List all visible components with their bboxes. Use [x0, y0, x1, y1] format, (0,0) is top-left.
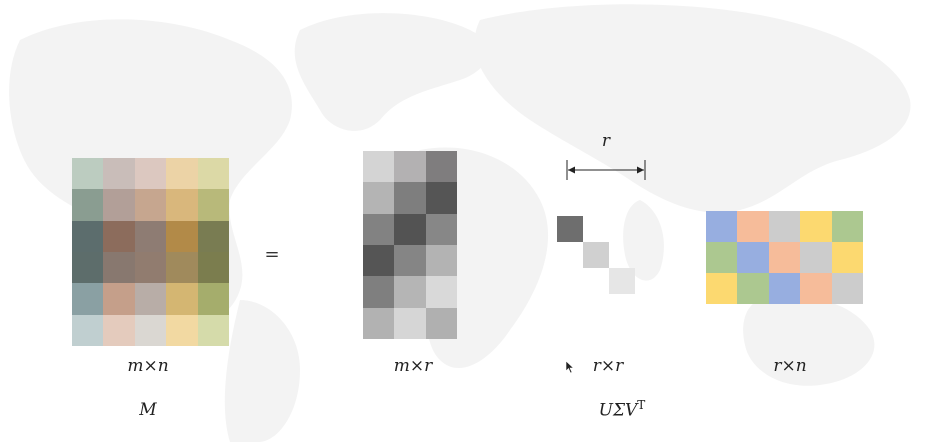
matrix-u-cell: [425, 151, 457, 183]
matrix-u-cell: [394, 276, 426, 308]
matrix-m-cell: [103, 189, 135, 221]
matrix-u-cell: [425, 276, 457, 308]
matrix-sigma-cell: [557, 268, 583, 294]
matrix-m-cell: [166, 189, 198, 221]
matrix-vt-cell: [800, 273, 832, 304]
matrix-m-cell: [166, 314, 198, 346]
matrix-u-cell: [363, 213, 395, 245]
matrix-u-cell: [363, 182, 395, 214]
matrix-m-cell: [166, 283, 198, 315]
matrix-vt-cell: [831, 211, 863, 242]
matrix-vt-cell: [768, 242, 801, 273]
matrix-m-cell: [72, 158, 104, 190]
matrix-m-cell: [197, 189, 229, 221]
matrix-u-grid: [363, 151, 457, 339]
matrix-m-cell: [197, 158, 229, 190]
matrix-vt-cell: [737, 211, 769, 242]
svd-formula-label: UΣVT: [599, 398, 646, 421]
matrix-sigma-cell: [557, 216, 583, 242]
matrix-vt-grid: [706, 211, 863, 304]
matrix-u-cell: [394, 307, 426, 339]
matrix-vt-cell: [831, 242, 863, 273]
matrix-u-cell: [363, 276, 395, 308]
matrix-m-cell: [72, 314, 104, 346]
matrix-u-cell: [394, 245, 426, 277]
matrix-m-cell: [103, 283, 135, 315]
matrix-sigma-cell: [609, 216, 635, 242]
matrix-u-cell: [425, 307, 457, 339]
matrix-sigma-cell: [609, 268, 635, 294]
matrix-vt-cell: [800, 211, 832, 242]
matrix-sigma-cell: [583, 242, 609, 268]
matrix-vt-cell: [706, 211, 738, 242]
equals-sign: =: [264, 244, 280, 265]
matrix-m-cell: [134, 252, 167, 284]
matrix-vt-cell: [737, 242, 769, 273]
svd-formula-text: UΣV: [598, 400, 638, 421]
matrix-u-cell: [363, 151, 395, 183]
matrix-m-cell: [72, 189, 104, 221]
matrix-m-cell: [103, 220, 135, 252]
matrix-sigma-grid: [557, 216, 635, 294]
matrix-m-cell: [103, 314, 135, 346]
matrix-vt-cell: [831, 273, 863, 304]
matrix-m-cell: [72, 252, 104, 284]
matrix-m-cell: [134, 158, 167, 190]
matrix-m-cell: [103, 158, 135, 190]
matrix-m-cell: [197, 220, 229, 252]
matrix-u-cell: [425, 245, 457, 277]
r-dimension-arrow: [566, 160, 646, 180]
matrix-vt-cell: [800, 242, 832, 273]
matrix-vt-cell: [706, 242, 738, 273]
matrix-m-cell: [72, 220, 104, 252]
r-dimension-label: r: [601, 131, 611, 151]
matrix-sigma-cell: [557, 242, 583, 268]
matrix-m-cell: [72, 283, 104, 315]
matrix-u-cell: [425, 213, 457, 245]
matrix-m-grid: [72, 158, 229, 346]
matrix-m-cell: [166, 252, 198, 284]
matrix-m-cell: [134, 189, 167, 221]
matrix-u-cell: [425, 182, 457, 214]
matrix-m-cell: [197, 314, 229, 346]
matrix-m-cell: [134, 314, 167, 346]
matrix-m-cell: [166, 220, 198, 252]
matrix-vt-dim-label: r×n: [773, 356, 807, 376]
matrix-u-cell: [363, 245, 395, 277]
matrix-u-cell: [394, 151, 426, 183]
matrix-sigma-cell: [609, 242, 635, 268]
matrix-m-cell: [166, 158, 198, 190]
matrix-vt-cell: [768, 273, 801, 304]
matrix-m-name-label: M: [139, 400, 157, 420]
transpose-superscript: T: [637, 398, 646, 412]
matrix-vt-cell: [768, 211, 801, 242]
matrix-m-cell: [197, 283, 229, 315]
matrix-sigma-cell: [583, 216, 609, 242]
matrix-m-cell: [134, 283, 167, 315]
matrix-vt-cell: [706, 273, 738, 304]
matrix-u-cell: [363, 307, 395, 339]
matrix-m-cell: [103, 252, 135, 284]
matrix-u-dim-label: m×r: [393, 356, 433, 376]
matrix-vt-cell: [737, 273, 769, 304]
matrix-sigma-dim-label: r×r: [592, 356, 624, 376]
matrix-m-cell: [134, 220, 167, 252]
matrix-m-dim-label: m×n: [127, 356, 169, 376]
matrix-u-cell: [394, 182, 426, 214]
matrix-m-cell: [197, 252, 229, 284]
matrix-u-cell: [394, 213, 426, 245]
mouse-cursor-icon: [565, 360, 575, 374]
matrix-sigma-cell: [583, 268, 609, 294]
